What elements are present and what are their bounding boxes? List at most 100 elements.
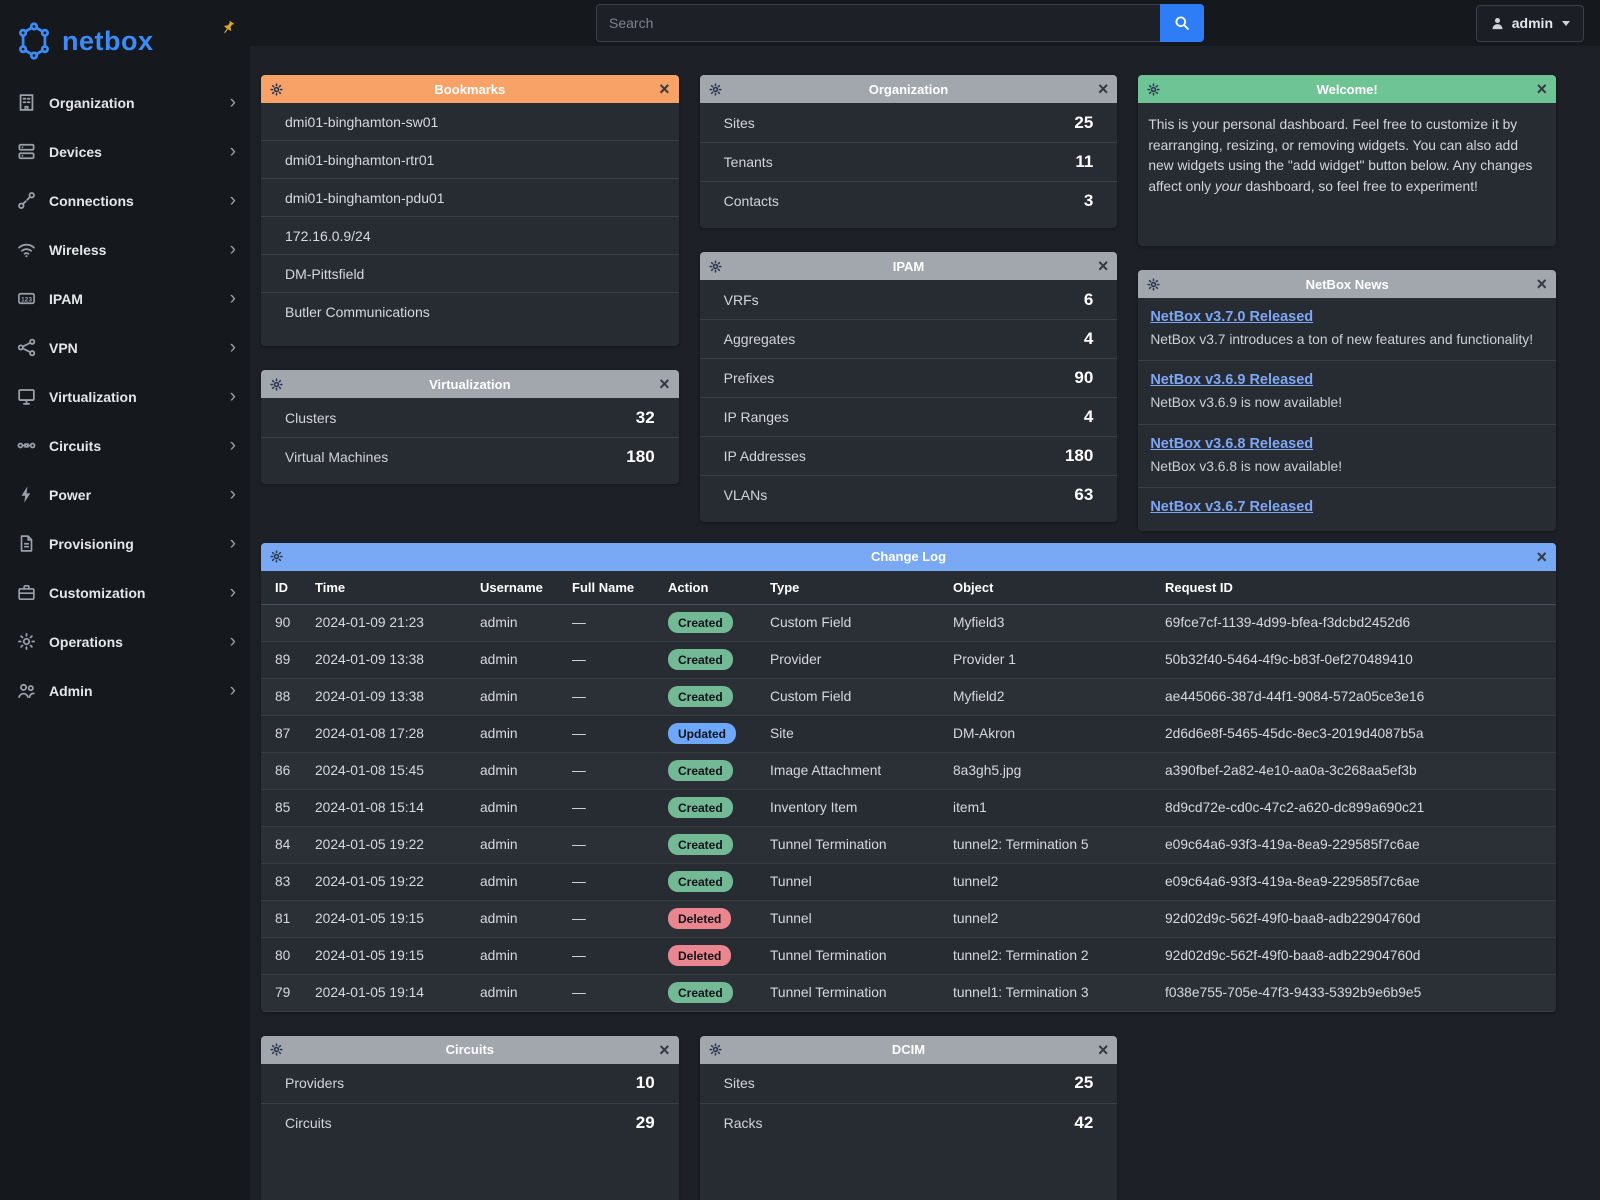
close-icon[interactable]: × (659, 1039, 670, 1060)
changelog-time-link[interactable]: 2024-01-08 17:28 (307, 715, 472, 753)
changelog-time-link[interactable]: 2024-01-09 13:38 (307, 678, 472, 716)
changelog-time-link[interactable]: 2024-01-09 13:38 (307, 641, 472, 679)
brand[interactable]: netbox (0, 0, 250, 78)
sidebar-item-ipam[interactable]: 123 IPAM › (0, 274, 250, 323)
close-icon[interactable]: × (1097, 256, 1109, 276)
changelog-object[interactable]: DM-Akron (945, 715, 1157, 753)
changelog-id-link[interactable]: 81 (261, 900, 307, 938)
widget-config-icon[interactable] (708, 259, 722, 273)
stat-value[interactable]: 11 (1075, 152, 1094, 171)
sidebar-item-customization[interactable]: Customization › (0, 568, 250, 617)
close-icon[interactable]: × (1536, 546, 1547, 567)
stat-value[interactable]: 3 (1083, 191, 1094, 210)
changelog-request-id-link[interactable]: 92d02d9c-562f-49f0-baa8-adb22904760d (1157, 937, 1556, 975)
changelog-time-link[interactable]: 2024-01-05 19:22 (307, 863, 472, 901)
stat-value[interactable]: 25 (1074, 1073, 1094, 1093)
bookmark-item[interactable]: Butler Communications (261, 292, 679, 330)
sidebar-item-power[interactable]: Power › (0, 470, 250, 519)
changelog-id-link[interactable]: 83 (261, 863, 307, 901)
changelog-request-id-link[interactable]: 92d02d9c-562f-49f0-baa8-adb22904760d (1157, 900, 1556, 938)
news-headline-link[interactable]: NetBox v3.6.9 Released (1150, 372, 1314, 389)
changelog-object[interactable]: Provider 1 (945, 641, 1157, 679)
changelog-id-link[interactable]: 88 (261, 678, 307, 716)
sidebar-item-provisioning[interactable]: Provisioning › (0, 519, 250, 568)
close-icon[interactable]: × (1536, 79, 1547, 99)
bookmark-item[interactable]: dmi01-binghamton-sw01 (261, 103, 679, 140)
changelog-object[interactable]: tunnel2: Termination 5 (945, 826, 1157, 864)
bookmark-item[interactable]: DM-Pittsfield (261, 254, 679, 292)
widget-config-icon[interactable] (1147, 277, 1161, 291)
sidebar-item-vpn[interactable]: VPN › (0, 323, 250, 372)
sidebar-item-devices[interactable]: Devices › (0, 127, 250, 176)
close-icon[interactable]: × (659, 374, 670, 394)
stat-value[interactable]: 4 (1083, 329, 1094, 348)
close-icon[interactable]: × (659, 79, 670, 99)
sidebar-item-organization[interactable]: Organization › (0, 78, 250, 127)
stat-value[interactable]: 32 (635, 407, 655, 427)
stat-value[interactable]: 4 (1083, 407, 1094, 426)
stat-value[interactable]: 180 (1064, 446, 1094, 465)
changelog-request-id-link[interactable]: 2d6d6e8f-5465-45dc-8ec3-2019d4087b5a (1157, 715, 1556, 753)
widget-config-icon[interactable] (270, 377, 283, 391)
changelog-id-link[interactable]: 90 (261, 604, 307, 642)
changelog-request-id-link[interactable]: 69fce7cf-1139-4d99-bfea-f3dcbd2452d6 (1157, 604, 1556, 642)
sidebar-item-virtualization[interactable]: Virtualization › (0, 372, 250, 421)
changelog-request-id-link[interactable]: 50b32f40-5464-4f9c-b83f-0ef270489410 (1157, 641, 1556, 679)
changelog-time-link[interactable]: 2024-01-05 19:14 (307, 974, 472, 1012)
changelog-request-id-link[interactable]: e09c64a6-93f3-419a-8ea9-229585f7c6ae (1157, 863, 1556, 901)
changelog-time-link[interactable]: 2024-01-05 19:15 (307, 937, 472, 975)
search-button[interactable] (1160, 4, 1204, 42)
changelog-id-link[interactable]: 89 (261, 641, 307, 679)
widget-config-icon[interactable] (708, 82, 722, 96)
changelog-request-id-link[interactable]: 8d9cd72e-cd0c-47c2-a620-dc899a690c21 (1157, 789, 1556, 827)
news-headline-link[interactable]: NetBox v3.6.8 Released (1150, 435, 1314, 452)
widget-config-icon[interactable] (270, 82, 283, 96)
search-input[interactable] (596, 4, 1160, 42)
changelog-object[interactable]: tunnel2 (945, 863, 1157, 901)
changelog-id-link[interactable]: 87 (261, 715, 307, 753)
sidebar-item-wireless[interactable]: Wireless › (0, 225, 250, 274)
stat-value[interactable]: 25 (1074, 112, 1094, 132)
stat-value[interactable]: 6 (1083, 289, 1094, 309)
changelog-object[interactable]: Myfield2 (945, 678, 1157, 716)
changelog-time-link[interactable]: 2024-01-05 19:15 (307, 900, 472, 938)
changelog-id-link[interactable]: 85 (261, 789, 307, 827)
sidebar-item-admin[interactable]: Admin › (0, 666, 250, 715)
news-headline-link[interactable]: NetBox v3.6.7 Released (1150, 498, 1314, 515)
sidebar-item-operations[interactable]: Operations › (0, 617, 250, 666)
news-headline-link[interactable]: NetBox v3.7.0 Released (1150, 309, 1314, 325)
changelog-time-link[interactable]: 2024-01-08 15:45 (307, 752, 472, 790)
changelog-time-link[interactable]: 2024-01-05 19:22 (307, 826, 472, 864)
changelog-object[interactable]: item1 (945, 789, 1157, 827)
stat-value[interactable]: 42 (1074, 1112, 1094, 1132)
sidebar-item-circuits[interactable]: Circuits › (0, 421, 250, 470)
changelog-time-link[interactable]: 2024-01-09 21:23 (307, 604, 472, 642)
changelog-object[interactable]: Myfield3 (945, 604, 1157, 642)
changelog-id-link[interactable]: 86 (261, 752, 307, 790)
changelog-request-id-link[interactable]: a390fbef-2a82-4e10-aa0a-3c268aa5ef3b (1157, 752, 1556, 790)
widget-config-icon[interactable] (270, 550, 283, 564)
pin-sidebar-icon[interactable] (220, 20, 236, 36)
changelog-id-link[interactable]: 79 (261, 974, 307, 1012)
widget-config-icon[interactable] (270, 1043, 283, 1057)
stat-value[interactable]: 63 (1074, 485, 1094, 504)
close-icon[interactable]: × (1097, 79, 1109, 99)
widget-config-icon[interactable] (708, 1043, 722, 1057)
changelog-id-link[interactable]: 84 (261, 826, 307, 864)
bookmark-item[interactable]: dmi01-binghamton-rtr01 (261, 140, 679, 178)
changelog-request-id-link[interactable]: f038e755-705e-47f3-9433-5392b9e6b9e5 (1157, 974, 1556, 1012)
bookmark-item[interactable]: dmi01-binghamton-pdu01 (261, 178, 679, 216)
changelog-time-link[interactable]: 2024-01-08 15:14 (307, 789, 472, 827)
changelog-object[interactable]: tunnel1: Termination 3 (945, 974, 1157, 1012)
sidebar-item-connections[interactable]: Connections › (0, 176, 250, 225)
changelog-id-link[interactable]: 80 (261, 937, 307, 975)
bookmark-item[interactable]: 172.16.0.9/24 (261, 216, 679, 254)
stat-value[interactable]: 90 (1074, 368, 1094, 387)
stat-value[interactable]: 180 (626, 447, 655, 466)
changelog-request-id-link[interactable]: e09c64a6-93f3-419a-8ea9-229585f7c6ae (1157, 826, 1556, 864)
close-icon[interactable]: × (1097, 1039, 1109, 1060)
stat-value[interactable]: 10 (635, 1073, 655, 1093)
widget-config-icon[interactable] (1147, 82, 1161, 96)
changelog-request-id-link[interactable]: ae445066-387d-44f1-9084-572a05ce3e16 (1157, 678, 1556, 716)
user-menu-button[interactable]: admin (1475, 4, 1584, 42)
